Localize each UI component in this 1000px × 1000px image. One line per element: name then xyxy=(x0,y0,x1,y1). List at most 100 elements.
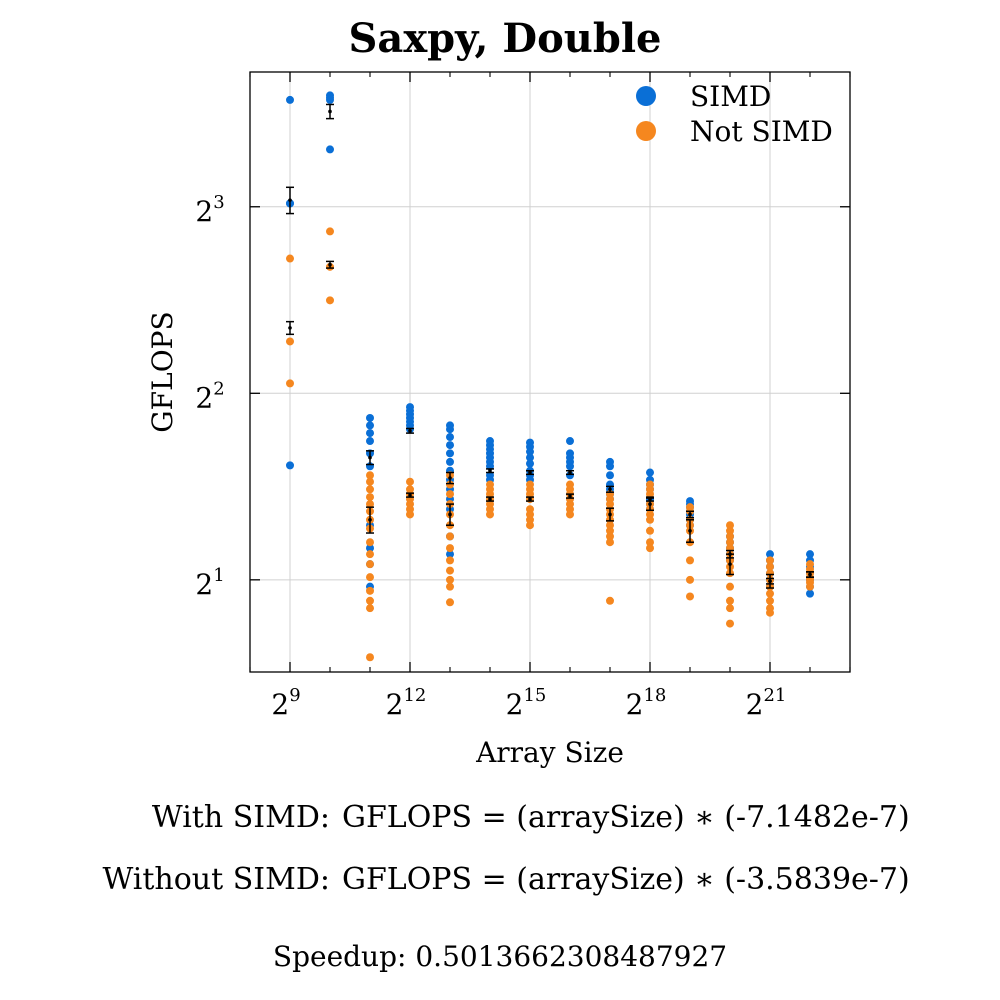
point-not-simd xyxy=(606,526,614,535)
point-simd xyxy=(326,95,334,104)
legend-marker-simd xyxy=(636,86,656,106)
point-not-simd xyxy=(766,556,774,565)
point-not-simd xyxy=(486,510,494,519)
errorbar-mean xyxy=(688,528,692,533)
errorbar-not-simd xyxy=(566,493,574,499)
point-not-simd xyxy=(526,521,534,530)
point-not-simd xyxy=(446,532,454,541)
x-tick-label: 215 xyxy=(506,685,547,721)
chart-title: Saxpy, Double xyxy=(349,15,662,62)
point-simd xyxy=(446,457,454,466)
point-not-simd xyxy=(326,227,334,236)
point-simd xyxy=(806,589,814,598)
point-not-simd xyxy=(366,471,374,480)
errorbar-not-simd xyxy=(726,553,734,576)
point-not-simd xyxy=(446,566,454,575)
point-not-simd xyxy=(606,538,614,547)
errorbar-mean xyxy=(608,512,612,517)
point-simd xyxy=(526,447,534,456)
errorbar-mean xyxy=(288,326,292,330)
point-simd xyxy=(366,544,374,553)
point-not-simd xyxy=(366,573,374,582)
point-not-simd xyxy=(726,526,734,535)
errorbar-mean xyxy=(688,512,692,517)
point-not-simd xyxy=(806,582,814,591)
point-simd xyxy=(566,437,574,446)
equation-simd-formula: GFLOPS = (arraySize) ∗ (-7.1482e-7) xyxy=(342,800,910,835)
equation-simd-label: With SIMD: xyxy=(151,800,330,835)
point-simd xyxy=(366,413,374,422)
errorbar-simd xyxy=(606,485,614,493)
point-not-simd xyxy=(446,598,454,607)
errorbar-mean xyxy=(568,470,572,475)
point-not-simd xyxy=(446,480,454,489)
point-simd xyxy=(606,462,614,471)
x-tick-label: 29 xyxy=(271,685,300,721)
errorbar-simd xyxy=(486,468,494,474)
point-simd xyxy=(566,462,574,471)
point-simd xyxy=(366,421,374,430)
point-not-simd xyxy=(366,653,374,662)
errorbar-mean xyxy=(568,494,572,498)
errorbar-mean xyxy=(528,470,532,475)
errorbar-mean xyxy=(288,198,292,202)
errorbar-not-simd xyxy=(286,320,294,336)
legend-label-simd: SIMD xyxy=(690,80,771,113)
point-simd xyxy=(446,449,454,458)
grid xyxy=(250,72,850,672)
point-not-simd xyxy=(766,562,774,571)
errorbar-mean xyxy=(328,262,332,267)
errorbar-mean xyxy=(408,493,412,497)
point-not-simd xyxy=(726,619,734,628)
point-not-simd xyxy=(686,592,694,601)
errorbar-simd xyxy=(686,510,694,519)
errorbar-simd xyxy=(566,469,574,476)
point-not-simd xyxy=(286,337,294,346)
errorbar-mean xyxy=(768,579,772,583)
y-axis-label: GFLOPS xyxy=(146,311,179,432)
point-simd xyxy=(526,459,534,468)
point-not-simd xyxy=(646,538,654,547)
errorbar-not-simd xyxy=(366,506,374,534)
point-not-simd xyxy=(686,556,694,565)
point-not-simd xyxy=(326,296,334,305)
point-not-simd xyxy=(726,521,734,530)
equation-nosimd-label: Without SIMD: xyxy=(102,862,330,897)
x-tick-label: 212 xyxy=(386,685,427,721)
point-simd xyxy=(366,429,374,438)
point-not-simd xyxy=(726,538,734,547)
point-simd xyxy=(766,550,774,559)
errorbar-simd xyxy=(326,103,334,120)
point-simd xyxy=(646,468,654,477)
errorbar-not-simd xyxy=(686,519,694,543)
point-not-simd xyxy=(646,515,654,524)
speedup-text: Speedup: 0.5013662308487927 xyxy=(272,940,728,973)
point-not-simd xyxy=(726,582,734,591)
point-simd xyxy=(446,441,454,450)
y-tick-label: 22 xyxy=(195,378,224,414)
y-tick-label: 21 xyxy=(195,565,224,601)
point-not-simd xyxy=(606,596,614,605)
point-simd xyxy=(526,453,534,462)
point-not-simd xyxy=(446,556,454,565)
errorbar-mean xyxy=(368,517,372,522)
data-marks xyxy=(286,91,814,662)
errorbar-simd xyxy=(526,469,534,476)
point-not-simd xyxy=(566,510,574,519)
point-not-simd xyxy=(606,532,614,541)
point-not-simd xyxy=(606,521,614,530)
errorbar-not-simd xyxy=(766,573,774,589)
point-not-simd xyxy=(366,485,374,494)
point-not-simd xyxy=(446,490,454,499)
point-simd xyxy=(566,471,574,480)
point-not-simd xyxy=(446,544,454,553)
errorbar-mean xyxy=(648,502,652,506)
legend-marker-not-simd xyxy=(636,121,656,141)
plot-frame xyxy=(249,71,851,673)
errorbar-mean xyxy=(488,468,492,473)
errorbar-not-simd xyxy=(646,497,654,512)
point-not-simd xyxy=(406,477,414,486)
errorbar-mean xyxy=(808,572,812,577)
point-simd xyxy=(446,425,454,434)
